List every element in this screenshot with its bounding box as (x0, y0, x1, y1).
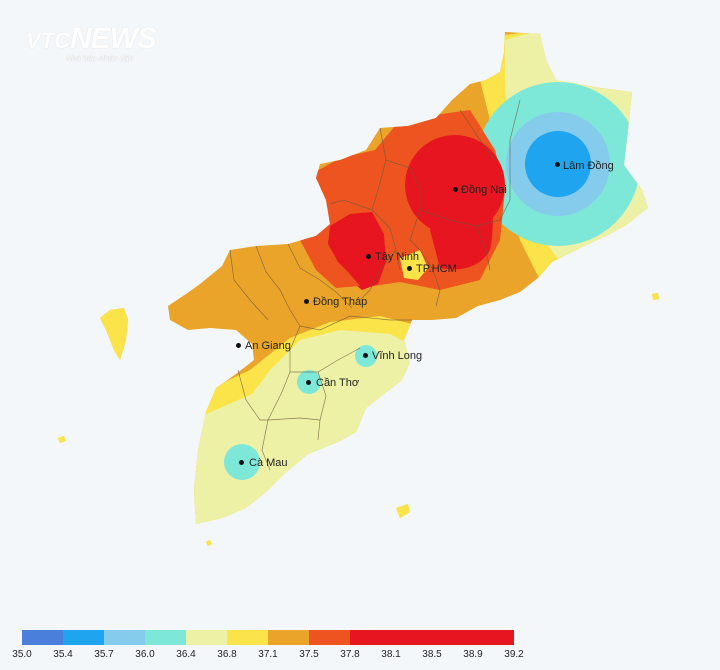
city-dot-tay-ninh (366, 254, 371, 259)
legend-swatch (391, 630, 432, 645)
legend-label: 35.7 (94, 649, 114, 660)
city-dot-an-giang (236, 343, 241, 348)
city-dot-tp-hcm (407, 266, 412, 271)
city-label-dong-nai: Đồng Nai (461, 184, 507, 196)
legend-swatch (227, 630, 268, 645)
city-label-ca-mau: Cà Mau (249, 457, 288, 469)
brand-subtitle: Nhà báo Nhân dân (66, 54, 134, 63)
legend-label: 37.1 (258, 649, 278, 660)
legend-swatch (145, 630, 186, 645)
legend-label: 39.2 (504, 649, 524, 660)
legend-swatch (350, 630, 391, 645)
legend-label: 36.8 (217, 649, 237, 660)
temperature-map: VTCNEWS Nhà báo Nhân dân Lâm Đồng Đồng N… (26, 22, 659, 546)
legend-label: 37.5 (299, 649, 319, 660)
city-dot-vinh-long (363, 353, 368, 358)
temperature-legend: 35.0 35.4 35.7 36.0 36.4 36.8 37.1 37.5 37.8 38.1… (12, 630, 524, 666)
brand-prefix: VTC (26, 28, 70, 53)
city-label-can-tho: Cần Thơ (316, 377, 360, 389)
city-dot-dong-thap (304, 299, 309, 304)
legend-label: 38.9 (463, 649, 483, 660)
legend-swatch (268, 630, 309, 645)
legend-label: 36.0 (135, 649, 155, 660)
legend-swatch (22, 630, 63, 645)
city-dot-can-tho (306, 380, 311, 385)
city-label-tp-hcm: TP.HCM (416, 263, 457, 275)
legend-label: 38.1 (381, 649, 401, 660)
city-label-lam-dong: Lâm Đồng (563, 160, 614, 172)
city-dot-lam-dong (555, 162, 560, 167)
brand-logo: VTCNEWS (26, 22, 157, 56)
legend-color-bar (22, 630, 514, 645)
legend-label: 35.4 (53, 649, 73, 660)
city-label-an-giang: An Giang (245, 340, 291, 352)
map-canvas (58, 32, 659, 546)
legend-label: 38.5 (422, 649, 442, 660)
legend-labels: 35.0 35.4 35.7 36.0 36.4 36.8 37.1 37.5 37.8 38.1… (12, 649, 523, 665)
legend-swatch (309, 630, 350, 645)
city-dot-ca-mau (239, 460, 244, 465)
city-dot-dong-nai (453, 187, 458, 192)
legend-swatch (104, 630, 145, 645)
legend-label: 36.4 (176, 649, 196, 660)
city-label-vinh-long: Vĩnh Long (372, 350, 423, 362)
legend-label: 37.8 (340, 649, 360, 660)
legend-swatch (473, 630, 514, 645)
legend-swatch (186, 630, 227, 645)
city-label-dong-thap: Đồng Tháp (313, 296, 368, 308)
legend-label: 35.0 (12, 649, 32, 660)
brand-name: NEWS (70, 22, 157, 55)
legend-swatch (63, 630, 104, 645)
province-borders (229, 99, 521, 471)
legend-swatch (432, 630, 473, 645)
city-label-tay-ninh: Tây Ninh (375, 251, 420, 263)
